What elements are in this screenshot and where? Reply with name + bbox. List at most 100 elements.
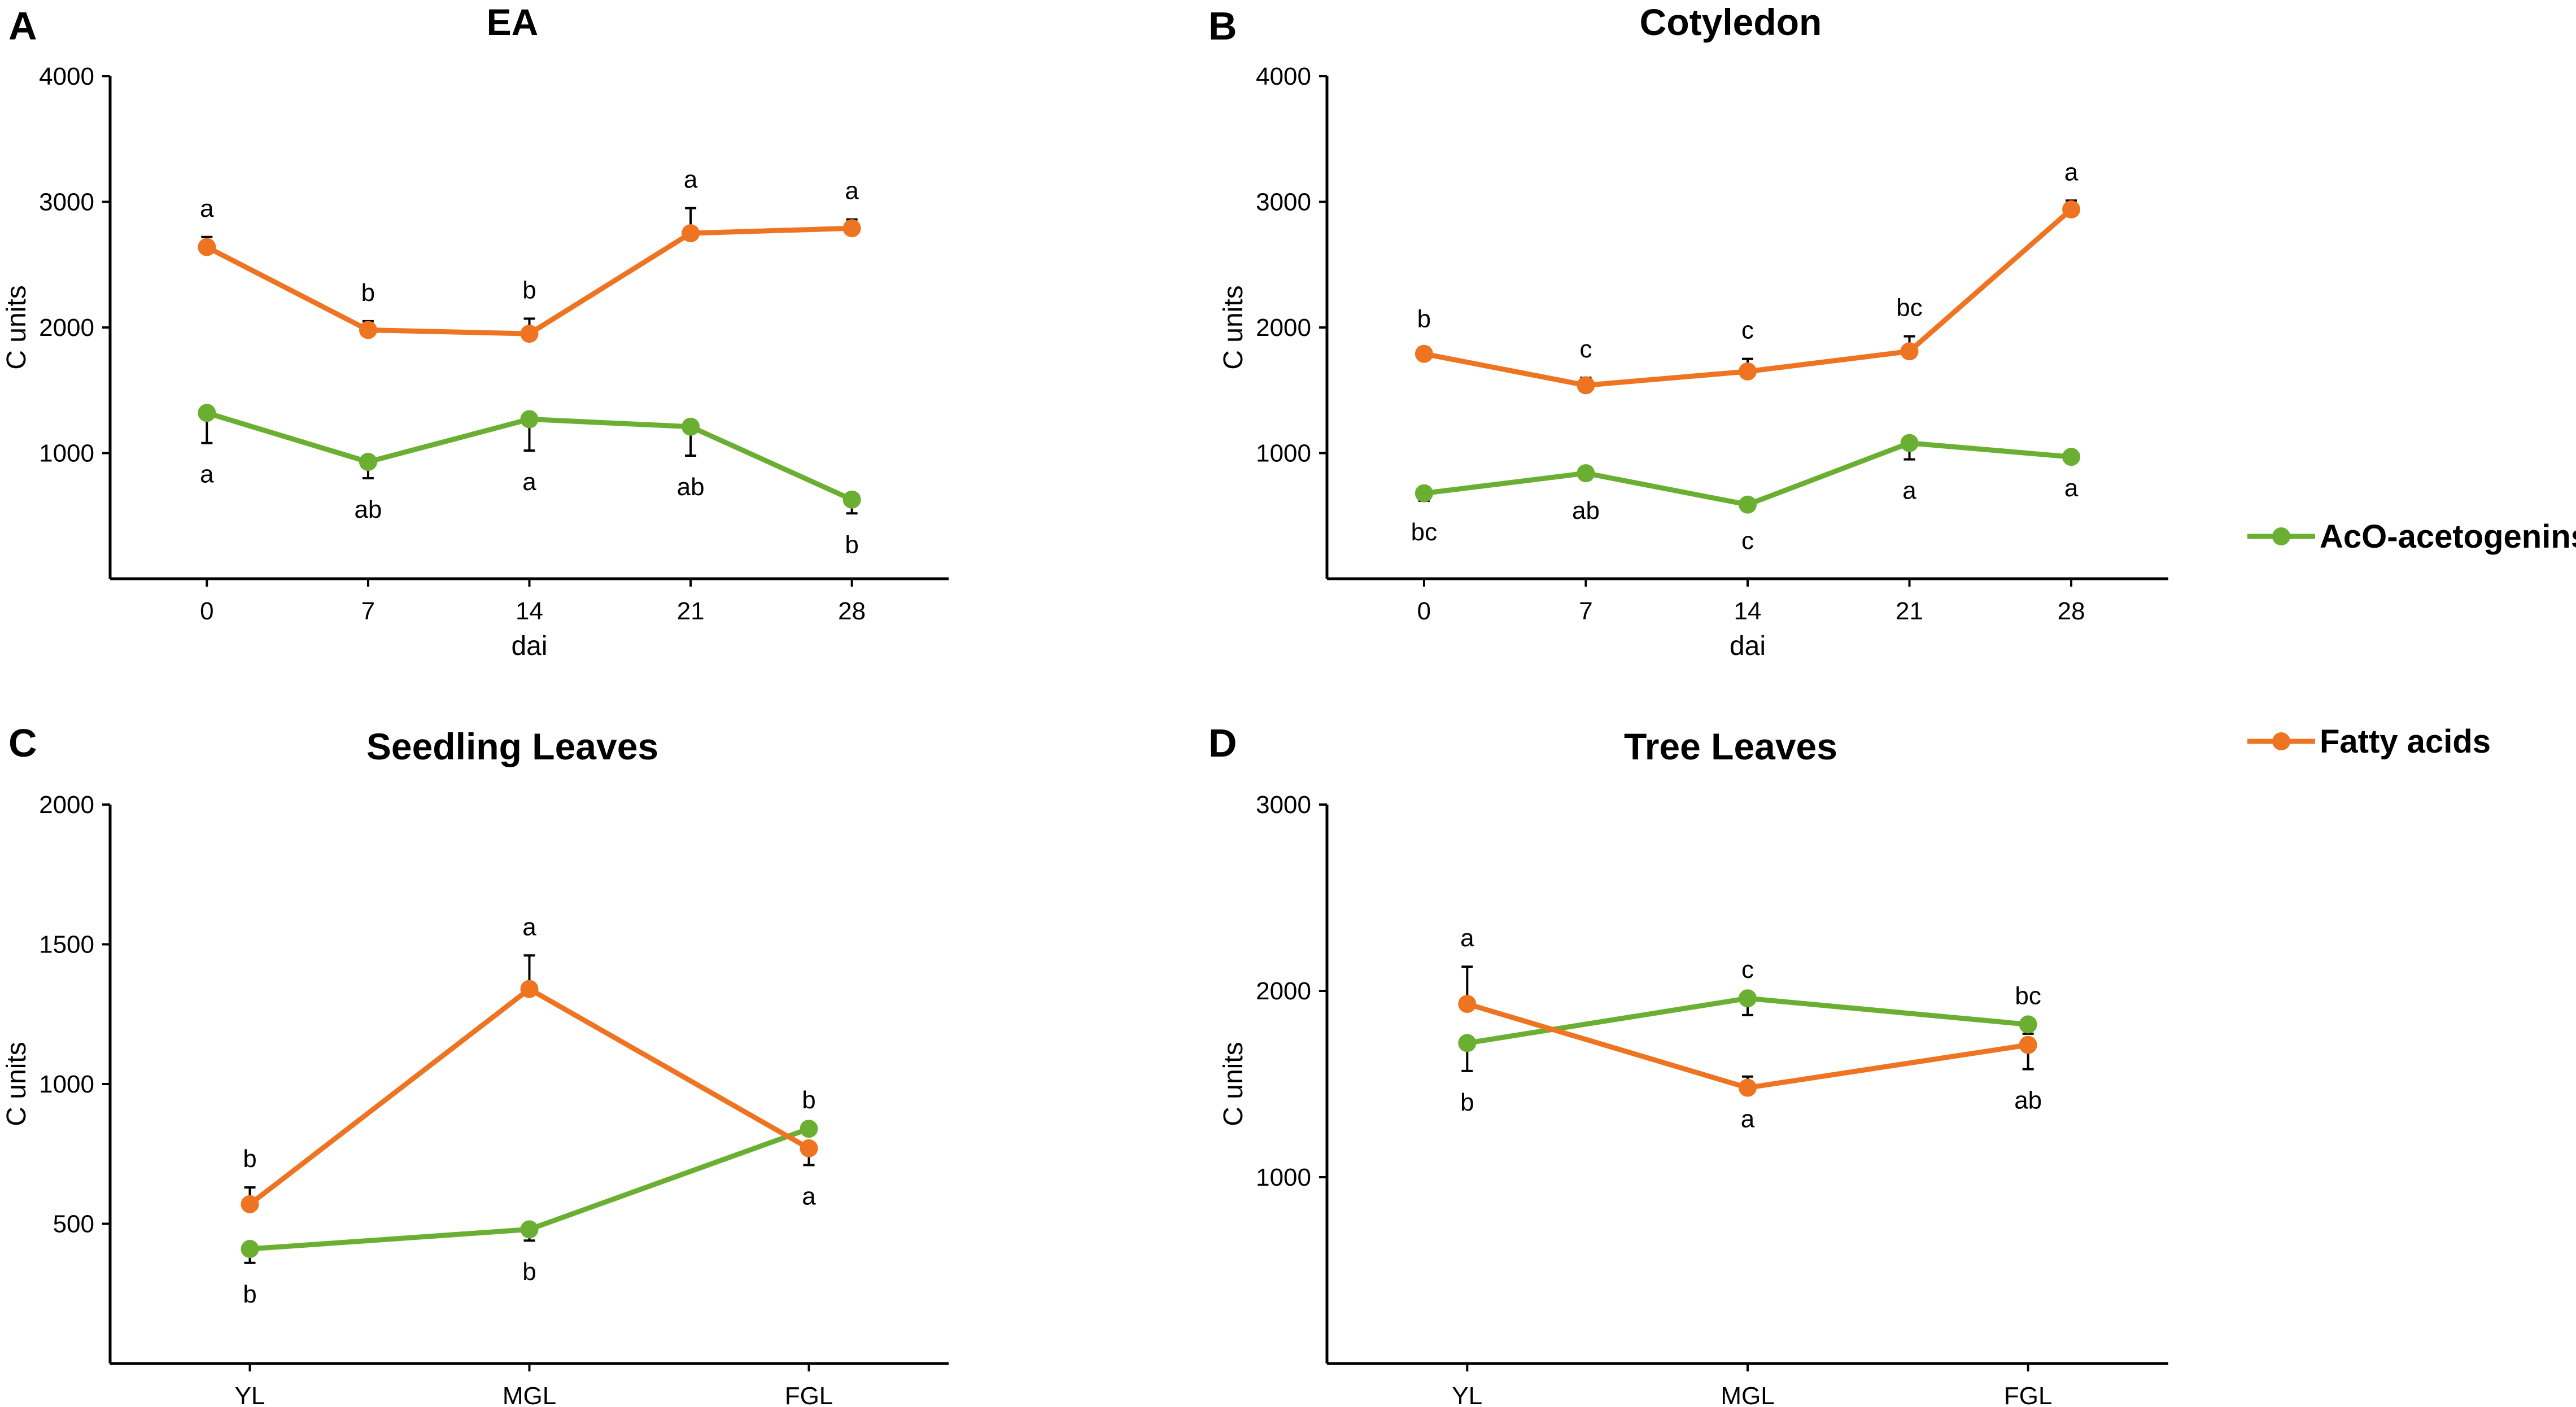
legend: AcO-acetogenins Fatty acids bbox=[2247, 518, 2576, 760]
x-tick-label: 0 bbox=[200, 597, 213, 625]
panel-letter: B bbox=[1208, 4, 1237, 48]
significance-label: a bbox=[845, 177, 859, 205]
panel-c: C Seedling Leaves 500 1000 1500 2000 C units YL… bbox=[2, 721, 949, 1407]
y-tick-label: 3000 bbox=[39, 189, 94, 216]
data-point bbox=[2062, 200, 2081, 219]
x-tick-label: 7 bbox=[1579, 597, 1592, 625]
significance-label: ab bbox=[354, 496, 382, 523]
panel-title: Seedling Leaves bbox=[366, 726, 658, 767]
significance-label: a bbox=[2064, 474, 2079, 502]
significance-label: a bbox=[684, 166, 698, 194]
x-tick-label: 28 bbox=[2058, 597, 2085, 625]
x-tick-label: 28 bbox=[838, 597, 866, 625]
panel-letter: A bbox=[8, 4, 37, 48]
y-tick-label: 4000 bbox=[1256, 63, 1311, 90]
y-tick-label: 3000 bbox=[1256, 791, 1311, 819]
data-point bbox=[198, 238, 216, 256]
legend-item-acetogenins: AcO-acetogenins bbox=[2247, 518, 2576, 555]
x-tick-label: 21 bbox=[1896, 597, 1923, 625]
significance-label: a bbox=[1460, 924, 1474, 952]
significance-label: a bbox=[1902, 477, 1916, 505]
x-tick-label: 21 bbox=[677, 597, 705, 625]
significance-label: b bbox=[243, 1145, 256, 1173]
legend-marker-fatty-acids bbox=[2272, 732, 2290, 750]
significance-label: ab bbox=[1572, 497, 1600, 525]
panel-d: D Tree Leaves 1000 2000 3000 C units YL MGL FGL b… bbox=[1208, 721, 2168, 1407]
series-fatty-acids: a b b a a bbox=[198, 166, 861, 343]
significance-label: b bbox=[845, 531, 858, 558]
y-tick-label: 1000 bbox=[1256, 440, 1311, 467]
significance-label: b bbox=[802, 1086, 815, 1114]
data-point bbox=[1739, 989, 1757, 1008]
significance-label: a bbox=[2064, 158, 2079, 186]
y-tick-label: 2000 bbox=[1256, 314, 1311, 342]
significance-label: b bbox=[522, 276, 536, 304]
y-tick-label: 500 bbox=[53, 1211, 94, 1238]
data-point bbox=[1739, 495, 1757, 514]
y-tick-label: 3000 bbox=[1256, 189, 1311, 216]
significance-label: a bbox=[200, 461, 214, 488]
data-point bbox=[1739, 1078, 1757, 1097]
significance-label: c bbox=[1741, 317, 1754, 344]
y-tick-label: 2000 bbox=[39, 314, 94, 342]
y-tick-label: 1000 bbox=[39, 440, 94, 467]
data-point bbox=[520, 410, 539, 429]
series-acetogenins: b b b bbox=[241, 1086, 818, 1308]
data-point bbox=[241, 1240, 259, 1259]
significance-label: a bbox=[522, 468, 536, 496]
series-line bbox=[1424, 440, 2072, 508]
x-tick-label: YL bbox=[1452, 1382, 1482, 1407]
y-tick-label: 2000 bbox=[39, 791, 94, 819]
significance-label: a bbox=[802, 1183, 816, 1211]
legend-label-fatty-acids: Fatty acids bbox=[2320, 723, 2491, 760]
panel-title: Tree Leaves bbox=[1624, 726, 1837, 767]
x-axis-label: dai bbox=[1730, 631, 1766, 661]
y-axis-label: C units bbox=[2, 1042, 32, 1126]
x-tick-label: 7 bbox=[361, 597, 375, 625]
data-point bbox=[520, 325, 539, 343]
significance-label: bc bbox=[2015, 982, 2041, 1010]
significance-label: b bbox=[1460, 1089, 1474, 1116]
significance-label: b bbox=[361, 279, 375, 307]
significance-label: b bbox=[1417, 305, 1431, 333]
significance-label: a bbox=[1741, 1106, 1755, 1133]
significance-label: c bbox=[1579, 335, 1592, 363]
data-point bbox=[359, 321, 377, 339]
panel-b: B Cotyledon 1000 2000 3000 4000 C units 0 7 14 21 2… bbox=[1208, 1, 2168, 661]
data-point bbox=[682, 224, 700, 243]
significance-label: a bbox=[200, 195, 214, 222]
x-tick-label: 14 bbox=[516, 597, 543, 625]
significance-label: ab bbox=[2014, 1087, 2042, 1115]
series-acetogenins: a ab a ab b bbox=[198, 404, 861, 558]
panel-letter: D bbox=[1208, 721, 1237, 765]
legend-label-acetogenins: AcO-acetogenins bbox=[2320, 518, 2576, 555]
significance-label: b bbox=[522, 1258, 536, 1286]
data-point bbox=[241, 1195, 259, 1213]
data-point bbox=[2062, 448, 2081, 466]
panel-letter: C bbox=[8, 721, 37, 765]
x-tick-label: FGL bbox=[785, 1382, 833, 1407]
series-fatty-acids: b a a bbox=[241, 913, 818, 1213]
data-point bbox=[1414, 344, 1433, 363]
x-tick-label: FGL bbox=[2004, 1382, 2053, 1407]
y-tick-label: 1000 bbox=[39, 1070, 94, 1098]
y-axis-label: C units bbox=[1219, 285, 1248, 369]
data-point bbox=[800, 1120, 818, 1138]
data-point bbox=[520, 980, 539, 998]
y-tick-label: 1500 bbox=[39, 931, 94, 959]
legend-marker-acetogenins bbox=[2272, 527, 2290, 545]
x-axis-label: dai bbox=[511, 631, 547, 661]
significance-label: a bbox=[522, 913, 536, 941]
data-point bbox=[1577, 376, 1595, 395]
series-acetogenins: bc ab c a a bbox=[1411, 434, 2081, 555]
significance-label: bc bbox=[1411, 518, 1437, 546]
y-axis-label: C units bbox=[1219, 1042, 1248, 1126]
data-point bbox=[2019, 1015, 2037, 1034]
data-point bbox=[1900, 342, 1919, 361]
significance-label: c bbox=[1741, 527, 1754, 555]
x-tick-label: 0 bbox=[1417, 597, 1431, 625]
data-point bbox=[1739, 362, 1757, 381]
significance-label: b bbox=[243, 1281, 256, 1308]
